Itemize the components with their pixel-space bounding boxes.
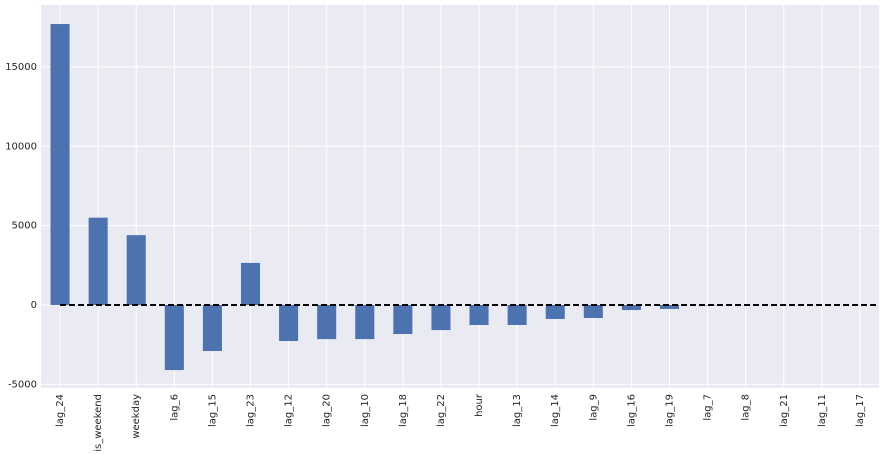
x-tick-label: lag_20 — [322, 394, 333, 427]
y-tick-label: 15000 — [5, 62, 37, 73]
bar — [50, 24, 70, 305]
x-tick-label: lag_9 — [588, 394, 599, 421]
x-tick-label: lag_24 — [55, 394, 66, 427]
x-tick-label: lag_7 — [703, 394, 714, 421]
x-tick-label: lag_22 — [436, 394, 447, 427]
bar — [355, 304, 375, 340]
bar — [393, 304, 413, 335]
bar — [431, 304, 451, 331]
bar — [202, 304, 222, 352]
x-tick-label: lag_16 — [626, 394, 637, 427]
bar — [545, 304, 565, 319]
x-tick-label: lag_17 — [855, 394, 866, 427]
y-tick-label: 0 — [31, 300, 37, 311]
bar — [507, 304, 527, 325]
x-tick-label: lag_13 — [512, 394, 523, 427]
x-tick-label: lag_14 — [550, 394, 561, 427]
bar — [164, 304, 184, 371]
bar — [317, 304, 337, 340]
bar — [240, 262, 261, 305]
bar — [469, 304, 489, 325]
x-tick-label: lag_8 — [741, 394, 752, 421]
x-tick-label: lag_15 — [207, 394, 218, 427]
bar — [126, 235, 146, 305]
x-tick-label: lag_23 — [246, 394, 257, 427]
x-tick-label: lag_19 — [665, 394, 676, 427]
x-tick-label: lag_6 — [169, 394, 180, 421]
y-tick-label: -5000 — [8, 379, 37, 390]
y-tick-label: 5000 — [12, 221, 37, 232]
x-tick-label: lag_11 — [817, 394, 828, 427]
x-tick-label: hour — [474, 393, 485, 417]
x-tick-label: lag_18 — [398, 394, 409, 427]
x-tick-label: is_weekend — [93, 394, 104, 452]
x-tick-label: lag_12 — [284, 394, 295, 427]
bar — [88, 217, 108, 305]
bar — [279, 304, 299, 342]
x-tick-label: lag_10 — [360, 394, 371, 427]
x-tick-label: weekday — [131, 394, 142, 439]
y-tick-label: 10000 — [5, 141, 37, 152]
bar — [621, 304, 641, 311]
x-tick-label: lag_21 — [779, 394, 790, 427]
bar — [583, 304, 603, 319]
bar — [659, 304, 680, 309]
